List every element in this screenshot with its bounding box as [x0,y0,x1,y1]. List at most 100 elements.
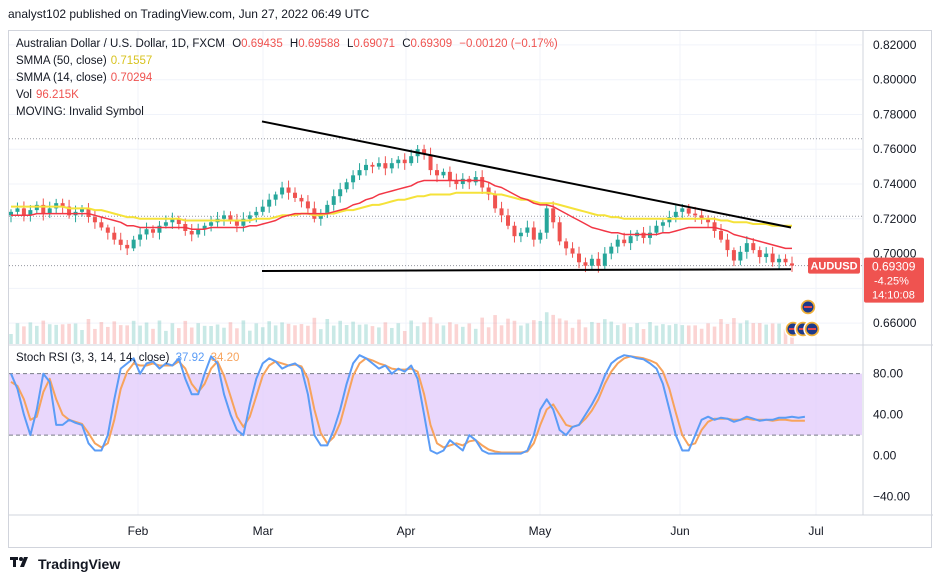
candle-body [157,225,162,233]
event-flag-icon-stripe [804,306,812,308]
volume-bar [170,323,175,344]
candle-body [260,206,265,212]
smma50-legend[interactable]: SMMA (50, close) 0.71557 [16,54,152,68]
lower-trendline [261,268,792,272]
candle-body [731,250,736,261]
volume-bar [622,323,626,344]
footer-brand-label: TradingView [38,555,121,572]
volume-bar [493,315,497,344]
volume-bar [151,328,155,344]
candle-body [389,163,394,169]
candle-body [686,208,691,214]
volume-bar [390,327,394,344]
volume-bar [674,323,678,344]
candle-body [622,239,627,244]
candle-body [583,262,588,266]
candle-body [506,215,510,226]
smma14-legend[interactable]: SMMA (14, close) 0.70294 [16,71,152,85]
candle-body [170,218,175,223]
candle-body [86,208,91,218]
volume-bar [312,317,317,344]
close-label: C [402,38,411,50]
candle-body [357,170,362,176]
volume-bar [144,322,149,344]
candle-body [680,208,685,212]
candle-body [396,159,401,164]
volume-legend[interactable]: Vol 96.215K [16,88,79,102]
volume-bar [570,327,575,344]
volume-bar [654,325,659,344]
volume-bar [757,323,762,344]
price-badge-value: 0.69309 [872,260,916,274]
candle-body [673,211,678,218]
volume-bar [299,324,304,344]
candle-body [305,201,310,209]
candle-body [493,194,498,209]
stoch-tick-label: 80.00 [873,367,903,381]
candle-body [176,218,181,225]
candle-body [602,253,607,266]
change-value: −0.00120 (−0.17%) [459,38,558,50]
volume-bar [415,326,420,344]
price-tick-label: 0.76000 [873,142,917,156]
volume-bar [480,317,484,344]
candle-body [370,164,375,167]
volume-bar [641,329,646,344]
moving-legend[interactable]: MOVING: Invalid Symbol [16,105,144,119]
candle-body [228,215,233,221]
stoch-d-value: 34.20 [210,352,240,364]
symbol-badge-label: AUDUSD [810,261,857,273]
event-flag-icon-stripe [789,328,797,330]
candle-body [770,253,775,263]
candle-body [589,258,594,266]
volume-bar [564,320,568,344]
volume-bar [583,327,588,344]
volume-bar [519,325,523,344]
candle-body [189,230,194,235]
volume-bar [60,324,65,344]
candle-body [441,171,446,176]
chart-frame [8,30,932,548]
candle-body [21,208,26,216]
smma14-label: SMMA (14, close) [16,72,107,84]
volume-bar [125,325,129,344]
candle-body [615,239,620,247]
candle-body [364,164,368,171]
volume-bar [157,320,162,344]
stoch-legend[interactable]: Stoch RSI (3, 3, 14, 14, close) 37.92 34… [16,352,239,364]
candle-body [654,225,659,233]
volume-label: Vol [16,89,32,101]
upper-trendline [261,120,792,229]
volume-bar [422,322,426,344]
candle-body [41,204,46,214]
candle-body [596,258,601,266]
candle-body [267,199,272,207]
volume-bar [331,325,336,344]
volume-bar [183,320,188,344]
candle-body [151,229,155,233]
volume-bar [86,319,91,344]
symbol-name[interactable]: Australian Dollar / U.S. Dollar, 1D, FXC… [16,38,225,50]
smma50-label: SMMA (50, close) [16,55,107,67]
volume-bar [73,323,78,344]
price-tick-label: 0.78000 [873,107,917,121]
volume-bar [254,323,259,344]
volume-bar [680,325,685,344]
volume-bar [628,327,633,344]
footer-brand[interactable]: TradingView [10,555,120,572]
candle-body [538,232,543,240]
candle-body [551,208,556,223]
volume-bar [777,323,781,344]
candle-body [241,218,246,226]
candle-body [648,232,652,238]
volume-bar [351,321,355,344]
candle-body [131,239,136,249]
volume-bar [506,318,510,344]
publisher-line: analyst102 published on TradingView.com,… [8,7,370,21]
moving-label: MOVING: Invalid Symbol [16,106,144,118]
candle-body [99,222,104,228]
time-tick-label: Feb [128,524,149,538]
candle-body [234,220,239,226]
smma50-line [11,191,792,227]
